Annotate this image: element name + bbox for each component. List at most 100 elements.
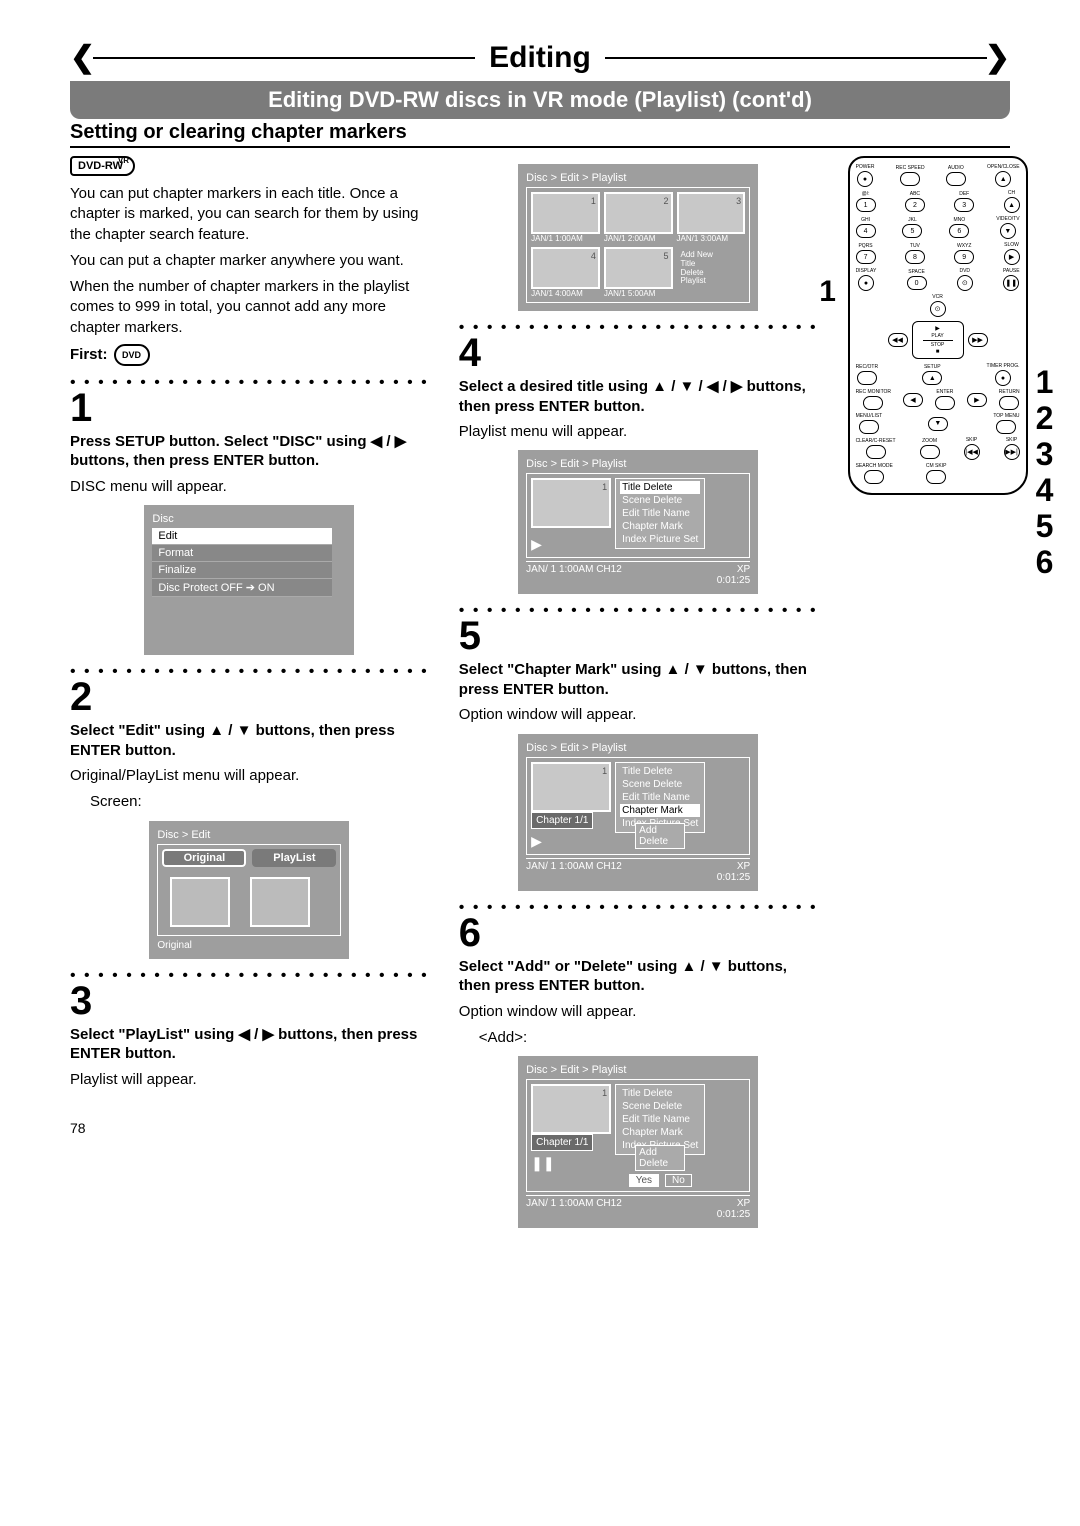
submenu-item[interactable]: Add — [639, 1147, 681, 1158]
vcr-button[interactable]: ⊙ — [930, 301, 946, 317]
zoom-button[interactable] — [920, 445, 940, 459]
intro-p1: You can put chapter markers in each titl… — [70, 184, 429, 245]
num-9[interactable]: 9 — [954, 250, 974, 264]
menu-item[interactable]: Edit Title Name — [620, 1113, 700, 1126]
right-button[interactable]: ▶ — [967, 393, 987, 407]
menu-item[interactable]: Title Delete — [620, 1087, 700, 1100]
audio-button[interactable] — [946, 172, 966, 186]
num-2[interactable]: 2 — [905, 198, 925, 212]
menu-item[interactable]: Edit — [152, 528, 332, 545]
thumb-cell[interactable]: 3JAN/1 3:00AM — [677, 192, 746, 243]
skip-back[interactable]: |◀◀ — [964, 444, 980, 460]
no-button[interactable]: No — [665, 1174, 692, 1187]
marker-step-1: 1 — [819, 275, 836, 309]
intro-p3: When the number of chapter markers in th… — [70, 277, 429, 338]
ff-button[interactable]: ▶▶ — [968, 333, 988, 347]
dvd-button[interactable]: ⊙ — [957, 275, 973, 291]
menu-item[interactable]: Title Delete — [620, 481, 700, 494]
original-option[interactable]: Original — [162, 849, 246, 867]
search-button[interactable] — [864, 470, 884, 484]
separator: • • • • • • • • • • • • • • • • • • • • … — [70, 374, 429, 392]
menu-item[interactable]: Scene Delete — [620, 778, 700, 791]
num-4[interactable]: 4 — [856, 224, 876, 238]
setup-button[interactable]: ▲ — [922, 371, 942, 385]
return-button[interactable] — [999, 396, 1019, 410]
pause-button[interactable]: ❚❚ — [1003, 275, 1019, 291]
play-stop-cluster: ▶ PLAY STOP ■ — [912, 321, 964, 359]
dvd-icon: DVD — [114, 344, 150, 366]
rew-button[interactable]: ◀◀ — [888, 333, 908, 347]
thumb-cell[interactable]: 2JAN/1 2:00AM — [604, 192, 673, 243]
playlist-option[interactable]: PlayList — [252, 849, 336, 867]
skip-fwd[interactable]: ▶▶| — [1004, 444, 1020, 460]
menu-item[interactable]: Chapter Mark — [620, 1126, 700, 1139]
cmskip-button[interactable] — [926, 470, 946, 484]
step-4-num: 4 — [459, 333, 818, 373]
num-7[interactable]: 7 — [856, 250, 876, 264]
enter-button[interactable] — [935, 396, 955, 410]
menu-item[interactable]: Format — [152, 545, 332, 562]
openclose-button[interactable]: ▲ — [995, 171, 1011, 187]
step-1-num: 1 — [70, 388, 429, 428]
extra-cell[interactable]: Add New Title Delete Playlist — [677, 247, 746, 298]
menu-item[interactable]: Finalize — [152, 562, 332, 579]
disc-menu-screen: Disc Edit Format Finalize Disc Protect O… — [144, 505, 354, 655]
num-5[interactable]: 5 — [902, 224, 922, 238]
status-time: 0:01:25 — [526, 872, 750, 883]
section-title: Setting or clearing chapter markers — [70, 121, 1010, 148]
thumb-cell[interactable]: 5JAN/1 5:00AM — [604, 247, 673, 298]
ch-up[interactable]: ▲ — [1004, 197, 1020, 213]
recmon-button[interactable] — [863, 396, 883, 410]
separator: • • • • • • • • • • • • • • • • • • • • … — [70, 663, 429, 681]
playlist-breadcrumb: Disc > Edit > Playlist — [526, 172, 750, 184]
yes-button[interactable]: Yes — [629, 1174, 659, 1187]
menu-item[interactable]: Chapter Mark — [620, 520, 700, 533]
step-1-bold: Press SETUP button. Select "DISC" using … — [70, 432, 429, 471]
menu-item[interactable]: Title Delete — [620, 765, 700, 778]
display-button[interactable]: ● — [858, 275, 874, 291]
step-index-item: 3 — [1036, 438, 1054, 470]
playlist-grid-screen: Disc > Edit > Playlist 1JAN/1 1:00AM 2JA… — [518, 164, 758, 311]
step-index: 1 2 3 4 5 6 — [1036, 156, 1054, 1236]
num-8[interactable]: 8 — [905, 250, 925, 264]
menu-item[interactable]: Chapter Mark — [620, 804, 700, 817]
left-button[interactable]: ◀ — [903, 393, 923, 407]
menu-item[interactable]: Disc Protect OFF ➔ ON — [152, 579, 332, 597]
rec-button[interactable] — [857, 371, 877, 385]
step-4-bold: Select a desired title using ▲ / ▼ / ◀ /… — [459, 377, 818, 416]
ch-down[interactable]: ▼ — [1000, 223, 1016, 239]
menu-item[interactable]: Edit Title Name — [620, 791, 700, 804]
separator: • • • • • • • • • • • • • • • • • • • • … — [459, 602, 818, 620]
menu-item[interactable]: Edit Title Name — [620, 507, 700, 520]
dvdrw-badge: DVD-RW — [70, 156, 135, 176]
num-0[interactable]: 0 — [907, 276, 927, 290]
recspeed-button[interactable] — [900, 172, 920, 186]
clear-button[interactable] — [866, 445, 886, 459]
deco-cap-left: ❮ — [70, 40, 95, 75]
separator: • • • • • • • • • • • • • • • • • • • • … — [459, 319, 818, 337]
num-3[interactable]: 3 — [954, 198, 974, 212]
power-button[interactable]: ● — [857, 171, 873, 187]
add-menu-screen: Disc > Edit > Playlist 1 Chapter 1/1 ❚❚ … — [518, 1056, 758, 1228]
menu-item[interactable]: Index Picture Set — [620, 533, 700, 546]
chapter-badge: Chapter 1/1 — [531, 1134, 593, 1151]
slow-button[interactable]: ▶ — [1004, 249, 1020, 265]
timer-button[interactable]: ● — [995, 370, 1011, 386]
num-1[interactable]: 1 — [856, 198, 876, 212]
thumb-cell[interactable]: 1JAN/1 1:00AM — [531, 192, 600, 243]
down-button[interactable]: ▼ — [928, 417, 948, 431]
separator: • • • • • • • • • • • • • • • • • • • • … — [459, 899, 818, 917]
step-index-item: 1 — [1036, 366, 1054, 398]
step-index-item: 5 — [1036, 510, 1054, 542]
step-5-num: 5 — [459, 616, 818, 656]
menulist-button[interactable] — [859, 420, 879, 434]
submenu-item[interactable]: Add — [639, 825, 681, 836]
thumb-cell[interactable]: 4JAN/1 4:00AM — [531, 247, 600, 298]
submenu-item[interactable]: Delete — [639, 836, 681, 847]
step-2-text: Original/PlayList menu will appear. — [70, 766, 429, 786]
menu-item[interactable]: Scene Delete — [620, 1100, 700, 1113]
submenu-item[interactable]: Delete — [639, 1158, 681, 1169]
menu-item[interactable]: Scene Delete — [620, 494, 700, 507]
topmenu-button[interactable] — [996, 420, 1016, 434]
num-6[interactable]: 6 — [949, 224, 969, 238]
